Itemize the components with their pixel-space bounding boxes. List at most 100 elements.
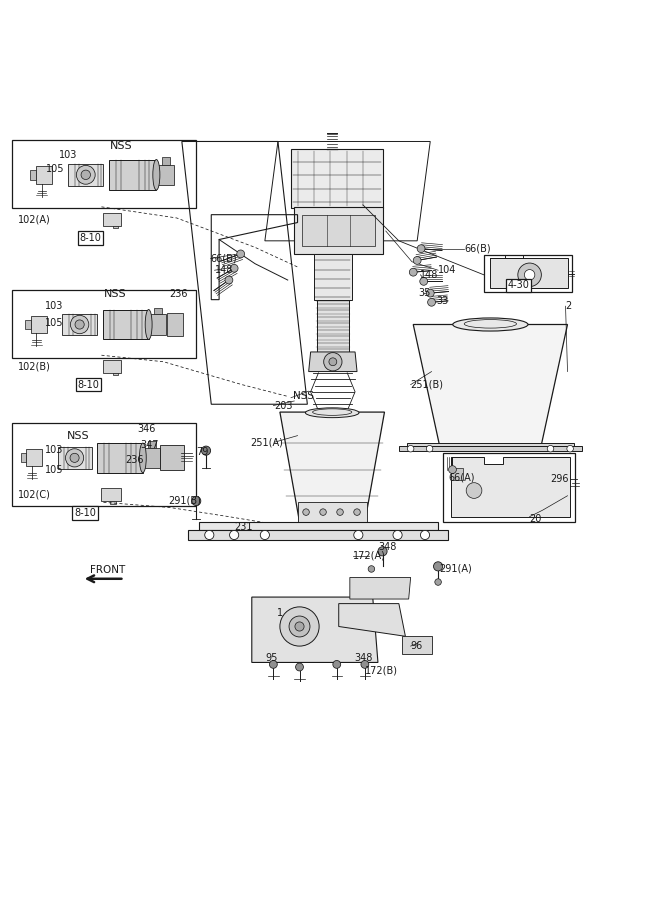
Circle shape xyxy=(361,661,369,669)
Circle shape xyxy=(414,256,421,265)
Circle shape xyxy=(229,530,239,540)
Text: NSS: NSS xyxy=(293,391,314,401)
Text: 203: 203 xyxy=(275,400,293,410)
Text: 103: 103 xyxy=(59,149,77,159)
Text: 296: 296 xyxy=(550,474,569,484)
Polygon shape xyxy=(339,604,406,636)
Text: FRONT: FRONT xyxy=(89,565,125,575)
Circle shape xyxy=(410,268,417,276)
Text: 102(C): 102(C) xyxy=(19,490,51,500)
Polygon shape xyxy=(252,597,378,662)
Text: 95: 95 xyxy=(265,652,278,663)
Text: 172(A): 172(A) xyxy=(353,551,386,561)
Polygon shape xyxy=(68,164,103,186)
Circle shape xyxy=(547,446,554,452)
Polygon shape xyxy=(414,325,568,445)
Ellipse shape xyxy=(145,310,152,339)
Circle shape xyxy=(448,465,456,473)
Circle shape xyxy=(319,508,326,516)
Circle shape xyxy=(354,508,360,516)
Text: 66(B): 66(B) xyxy=(464,244,491,254)
Polygon shape xyxy=(97,443,143,473)
Circle shape xyxy=(420,530,430,540)
Circle shape xyxy=(426,289,434,297)
Text: 251(B): 251(B) xyxy=(411,380,444,390)
Circle shape xyxy=(329,358,337,365)
Text: NSS: NSS xyxy=(67,430,89,441)
Polygon shape xyxy=(407,444,574,446)
Circle shape xyxy=(434,562,443,571)
Polygon shape xyxy=(150,314,166,335)
Polygon shape xyxy=(12,290,196,358)
Circle shape xyxy=(333,661,341,669)
Circle shape xyxy=(71,315,89,334)
Circle shape xyxy=(378,546,387,556)
Text: 236: 236 xyxy=(125,454,144,464)
Circle shape xyxy=(466,482,482,499)
Polygon shape xyxy=(103,213,121,226)
Circle shape xyxy=(428,299,436,306)
Circle shape xyxy=(420,277,428,285)
Text: NSS: NSS xyxy=(110,141,133,151)
Text: 66(B): 66(B) xyxy=(211,254,237,264)
Circle shape xyxy=(337,508,344,516)
Polygon shape xyxy=(309,352,357,372)
Polygon shape xyxy=(280,412,384,522)
Ellipse shape xyxy=(453,318,528,331)
Text: 148: 148 xyxy=(215,266,233,275)
Circle shape xyxy=(354,530,363,540)
Circle shape xyxy=(295,663,303,670)
Text: 66(A): 66(A) xyxy=(448,472,474,482)
Polygon shape xyxy=(444,454,576,522)
Circle shape xyxy=(518,263,542,286)
Text: 251(A): 251(A) xyxy=(250,437,283,447)
Circle shape xyxy=(76,166,95,184)
Circle shape xyxy=(417,245,425,253)
Text: 291(B): 291(B) xyxy=(168,496,201,506)
Circle shape xyxy=(205,530,214,540)
Polygon shape xyxy=(294,207,383,254)
Text: 105: 105 xyxy=(45,318,63,328)
Ellipse shape xyxy=(305,408,359,418)
Text: 348: 348 xyxy=(354,652,373,663)
Polygon shape xyxy=(113,226,118,229)
Text: 4-30: 4-30 xyxy=(508,280,530,291)
Polygon shape xyxy=(302,215,376,246)
Text: 348: 348 xyxy=(378,542,396,552)
Polygon shape xyxy=(297,502,368,522)
Text: NSS: NSS xyxy=(103,290,126,300)
Text: 96: 96 xyxy=(411,641,423,651)
Circle shape xyxy=(70,454,79,463)
Circle shape xyxy=(426,446,433,452)
Text: 103: 103 xyxy=(45,302,63,311)
Text: 20: 20 xyxy=(530,514,542,524)
Polygon shape xyxy=(144,448,160,468)
Circle shape xyxy=(201,446,211,455)
Polygon shape xyxy=(484,256,572,292)
Circle shape xyxy=(295,622,304,631)
Polygon shape xyxy=(36,166,52,184)
Polygon shape xyxy=(199,522,438,530)
Polygon shape xyxy=(103,360,121,373)
Text: 33: 33 xyxy=(437,296,449,306)
Circle shape xyxy=(567,446,574,452)
Text: 8-10: 8-10 xyxy=(77,380,99,390)
Polygon shape xyxy=(113,373,118,375)
Polygon shape xyxy=(451,456,570,517)
Polygon shape xyxy=(103,310,149,339)
Text: 79: 79 xyxy=(196,447,209,457)
Text: 346: 346 xyxy=(137,424,156,434)
Circle shape xyxy=(237,250,245,257)
Polygon shape xyxy=(490,258,568,288)
Circle shape xyxy=(323,353,342,371)
Circle shape xyxy=(435,579,442,585)
Circle shape xyxy=(280,607,319,646)
Text: 172(B): 172(B) xyxy=(365,666,398,676)
Polygon shape xyxy=(167,313,183,336)
Polygon shape xyxy=(57,447,91,469)
Text: 8-10: 8-10 xyxy=(79,233,101,243)
Polygon shape xyxy=(399,446,582,451)
Circle shape xyxy=(303,508,309,516)
Circle shape xyxy=(393,530,402,540)
Polygon shape xyxy=(291,149,383,208)
